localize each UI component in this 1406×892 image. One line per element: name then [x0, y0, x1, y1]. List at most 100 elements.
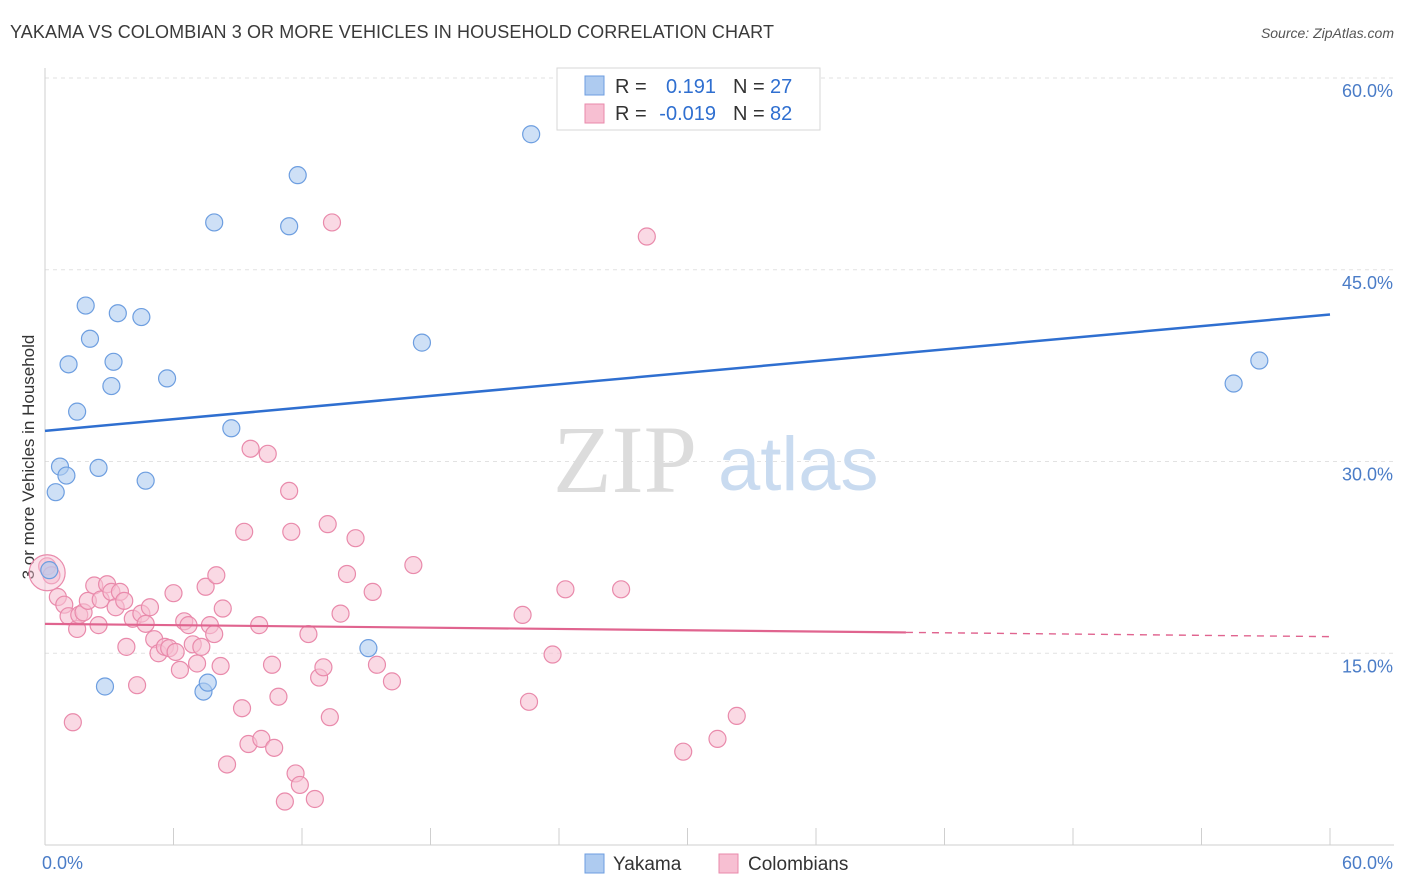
yakama-point — [76, 296, 95, 315]
legend-n-value-2: 82 — [770, 103, 792, 125]
bottom-legend-swatch-yakama — [584, 853, 605, 874]
yakama-point — [136, 471, 155, 490]
axes — [44, 68, 1394, 846]
colombian-point — [192, 637, 211, 656]
yakama-point — [359, 639, 378, 658]
colombian-point — [331, 604, 350, 623]
yakama-point — [104, 352, 123, 371]
colombian-point — [612, 580, 631, 599]
colombian-point — [207, 566, 226, 585]
colombian-point — [282, 522, 301, 541]
watermark-zip: ZIP — [553, 406, 697, 513]
y-tick-label-1: 30.0% — [1342, 465, 1393, 485]
colombian-point — [63, 713, 82, 732]
colombian-point — [637, 227, 656, 246]
stats-legend: R = 0.191 N = 27 R = -0.019 N = 82 — [556, 67, 821, 131]
x-tick-label-1: 60.0% — [1342, 853, 1393, 873]
colombian-point — [519, 692, 539, 711]
colombian-point — [337, 564, 357, 584]
colombian-point — [211, 656, 230, 676]
yakama-point — [222, 419, 241, 438]
colombian-point — [280, 481, 299, 501]
yakama-point — [102, 376, 121, 396]
legend-n-label-1: N = — [733, 76, 765, 98]
colombian-point — [166, 642, 185, 662]
yakama-point — [412, 333, 432, 352]
yakama-point — [522, 125, 541, 144]
yakama-point — [95, 677, 115, 696]
colombian-point — [117, 637, 136, 656]
y-tick-label-0: 15.0% — [1342, 656, 1393, 676]
colombian-point — [314, 658, 333, 677]
trend-lines — [44, 313, 1331, 638]
legend-swatch-colombians — [584, 103, 605, 124]
yakama-point — [1250, 351, 1269, 370]
colombian-point — [404, 555, 423, 575]
chart-title: YAKAMA VS COLOMBIAN 3 OR MORE VEHICLES I… — [10, 22, 775, 42]
yakama-point — [280, 217, 299, 236]
colombian-point — [346, 529, 365, 548]
source-label: Source: ZipAtlas.com — [1260, 25, 1394, 41]
yakama-point — [1224, 374, 1243, 393]
yakama-point — [157, 369, 177, 388]
colombian-point — [320, 708, 339, 727]
colombian-point — [187, 654, 207, 673]
colombian-point — [382, 672, 402, 691]
x-tick-label-0: 0.0% — [42, 853, 83, 873]
colombian-point — [275, 792, 294, 811]
colombian-point — [367, 655, 387, 674]
bottom-legend-swatch-colombians — [718, 853, 739, 874]
y-tick-label-3: 60.0% — [1342, 81, 1393, 101]
yakama-point — [132, 307, 151, 327]
colombian-trend-line — [44, 622, 906, 634]
legend-swatch-yakama — [584, 75, 605, 96]
colombian-point — [164, 584, 183, 603]
colombian-point — [318, 515, 337, 534]
colombian-point — [140, 598, 160, 617]
yakama-trend-line — [44, 313, 1331, 433]
colombian-point — [674, 742, 693, 761]
legend-r-label-2: R = — [615, 103, 647, 125]
grid-lines — [45, 77, 1394, 654]
y-axis-label: 3 or more Vehicles in Household — [19, 335, 38, 580]
colombian-point — [305, 789, 324, 809]
watermark: ZIP atlas — [553, 406, 879, 513]
yakama-point — [108, 304, 127, 323]
yakama-point — [59, 355, 78, 374]
yakama-point — [40, 561, 59, 580]
colombian-point — [363, 582, 382, 601]
colombian-point — [543, 645, 562, 664]
yakama-point — [205, 213, 224, 232]
colombian-point — [727, 706, 746, 725]
yakama-point — [198, 673, 217, 692]
colombian-point — [322, 213, 342, 232]
colombian-point — [127, 676, 147, 695]
legend-r-value-2: -0.019 — [659, 103, 716, 125]
colombian-point — [513, 605, 532, 625]
legend-n-label-2: N = — [733, 103, 765, 125]
y-tick-label-2: 45.0% — [1342, 273, 1393, 293]
colombian-trend-line-dashed — [905, 631, 1331, 638]
tick-labels: 15.0% 30.0% 45.0% 60.0% 0.0% 60.0% — [42, 81, 1393, 873]
colombian-point — [170, 660, 190, 679]
colombian-point — [232, 699, 252, 718]
colombian-point — [299, 624, 318, 644]
colombian-point — [205, 624, 224, 644]
colombian-point — [196, 577, 215, 596]
colombian-point — [217, 755, 237, 774]
colombian-point — [235, 522, 254, 541]
colombian-point — [241, 439, 260, 458]
colombian-point — [265, 738, 284, 757]
bottom-legend-yakama: Yakama — [613, 854, 682, 875]
legend-n-value-1: 27 — [770, 76, 792, 98]
yakama-point — [89, 458, 108, 477]
colombian-point — [252, 729, 271, 748]
yakama-point — [57, 466, 76, 485]
colombian-point — [708, 729, 727, 748]
yakama-point — [46, 483, 65, 502]
colombian-point — [262, 655, 282, 674]
colombian-point — [290, 775, 309, 795]
legend-r-label-1: R = — [615, 76, 647, 98]
colombian-point — [556, 580, 575, 599]
